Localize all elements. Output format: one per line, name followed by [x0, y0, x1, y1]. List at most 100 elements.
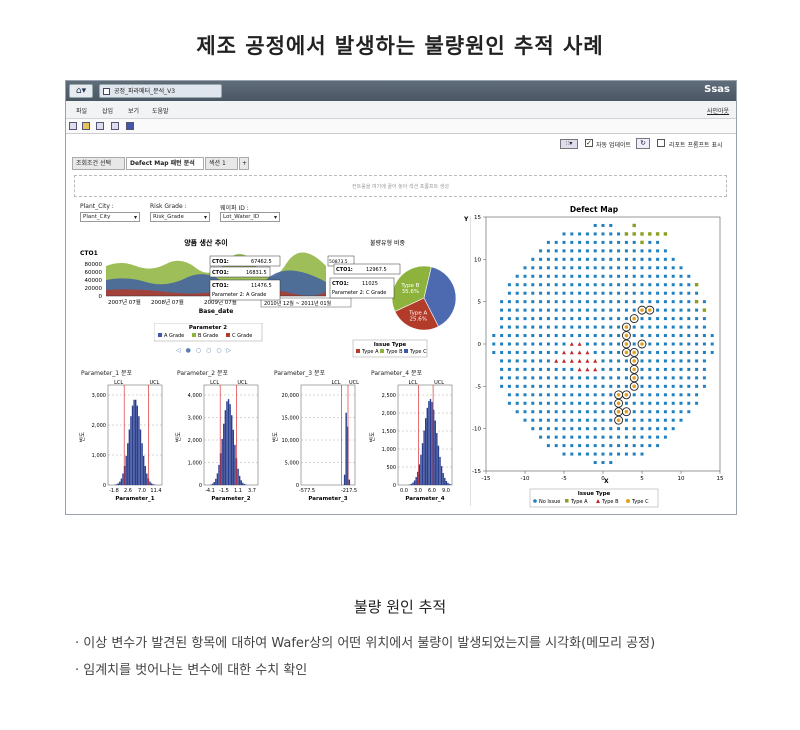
pie-slice[interactable]	[423, 266, 457, 327]
x-tick: 3.0	[414, 488, 422, 494]
properties-icon[interactable]	[126, 122, 134, 130]
wafer-point-no-issue	[624, 308, 628, 312]
wafer-point-no-issue	[679, 418, 683, 422]
wafer-point-no-issue	[656, 266, 660, 270]
plant-city-select[interactable]: Plant_City	[80, 212, 140, 222]
histogram-bar	[429, 399, 432, 485]
menu-file[interactable]: 파일	[76, 108, 88, 115]
wafer-point-no-issue	[546, 283, 550, 287]
wafer-point-no-issue	[617, 317, 621, 321]
wafer-point-no-issue	[578, 418, 582, 422]
wafer-point-no-issue	[663, 393, 667, 397]
layout-menu-icon[interactable]: ∷▾	[560, 139, 578, 149]
y-axis-label: 빈도	[271, 432, 279, 442]
y-tick: 10	[474, 257, 481, 263]
wafer-point-no-issue	[632, 308, 636, 312]
wafer-point-no-issue	[632, 334, 636, 338]
wafer-point-no-issue	[617, 283, 621, 287]
wafer-point-no-issue	[640, 410, 644, 414]
refresh-icon[interactable]: ↻	[636, 138, 650, 149]
menu-view[interactable]: 보기	[128, 108, 140, 115]
wafer-point-no-issue	[671, 291, 675, 295]
wafer-point-no-issue	[515, 359, 519, 363]
lcl-label: LCL	[408, 380, 417, 386]
document-tab[interactable]: 공정_파라메터_분석_V3	[99, 84, 222, 98]
wafer-point-no-issue	[656, 435, 660, 439]
wafer-point-type-b	[569, 342, 574, 346]
wafer-point-no-issue	[546, 376, 550, 380]
wafer-point-no-issue	[578, 317, 582, 321]
print-icon[interactable]	[111, 122, 119, 130]
home-button[interactable]: ⌂▾	[69, 84, 93, 98]
wafer-point-no-issue	[640, 300, 644, 304]
wafer-point-type-b	[577, 367, 582, 372]
wafer-point-no-issue	[624, 401, 628, 405]
histogram-bar	[445, 480, 448, 485]
pager-dots[interactable]: ◁●○○○▷	[176, 347, 237, 354]
wafer-point-no-issue	[695, 325, 699, 329]
tab-defect-map[interactable]: Defect Map 패턴 분석	[126, 157, 204, 170]
y-tick: 0	[199, 483, 202, 489]
wafer-point-no-issue	[585, 325, 589, 329]
wafer-point-no-issue	[554, 240, 558, 244]
report-prompt-checkbox[interactable]	[657, 139, 665, 147]
wafer-point-no-issue	[679, 317, 683, 321]
wafer-id-select[interactable]: Lot_Water_ID	[220, 212, 280, 222]
legend-item-type-b: Type B	[601, 499, 619, 505]
wafer-point-no-issue	[554, 444, 558, 448]
risk-grade-select[interactable]: Risk_Grade	[150, 212, 210, 222]
pie-slice[interactable]	[391, 265, 432, 312]
pie-slice-label: Type B	[400, 283, 419, 289]
wafer-point-no-issue	[609, 367, 613, 371]
x-tick: 0	[601, 476, 605, 482]
wafer-point-no-issue	[593, 249, 597, 253]
defect-map-legend: Issue Type No Issue Type A Type B Type C	[529, 488, 659, 508]
histogram-3: 20,000 15,000 10,000 5,000 0 빈도 LCL UCL -577.5 -2…	[271, 380, 359, 502]
wafer-point-no-issue	[601, 461, 605, 465]
wafer-point-no-issue	[578, 427, 582, 431]
wafer-point-no-issue	[570, 257, 574, 261]
menu-help[interactable]: 도움말	[152, 108, 169, 115]
wafer-point-no-issue	[640, 350, 644, 354]
histogram-bar	[234, 444, 236, 485]
pie-slice[interactable]	[394, 297, 439, 331]
wafer-point-no-issue	[531, 257, 535, 261]
wafer-point-no-issue	[539, 418, 543, 422]
histogram-bar	[223, 423, 225, 485]
sign-out-link[interactable]: 사인아웃	[707, 108, 730, 115]
histogram-bar	[229, 404, 231, 485]
wafer-point-no-issue	[578, 257, 582, 261]
histogram-1: 3,000 2,000 1,000 0 빈도 LCL UCL -1.8 2.6 7.0 11.4 Pa…	[78, 380, 163, 502]
tab-query-select[interactable]: 조회조건 선택	[72, 157, 125, 170]
wafer-point-no-issue	[617, 274, 621, 278]
wafer-point-no-issue	[663, 283, 667, 287]
wafer-point-no-issue	[578, 249, 582, 253]
open-icon[interactable]	[82, 122, 90, 130]
x-tick: 11.4	[150, 488, 161, 494]
wafer-point-no-issue	[539, 266, 543, 270]
wafer-point-type-c-core	[616, 401, 621, 406]
new-report-icon[interactable]	[69, 122, 77, 130]
add-tab-button[interactable]: +	[239, 157, 249, 170]
bullet-item: · 임계치를 벗어나는 변수에 대한 수치 확인	[75, 663, 308, 678]
auto-update-checkbox[interactable]: ✓	[585, 139, 593, 147]
x-tick: 0.0	[400, 488, 408, 494]
date-range-slider[interactable]	[260, 297, 352, 308]
wafer-point-no-issue	[570, 249, 574, 253]
histogram-bar	[122, 473, 124, 485]
wafer-point-no-issue	[585, 308, 589, 312]
wafer-point-no-issue	[531, 300, 535, 304]
wafer-point-no-issue	[593, 223, 597, 227]
histogram-bar	[432, 409, 435, 485]
menu-insert[interactable]: 삽입	[102, 108, 114, 115]
histogram-2: 4,000 3,000 2,000 1,000 0 빈도 LCL UCL -4.1 -1.5 1.1…	[174, 380, 259, 502]
prompt-drop-zone[interactable]: 컨트롤을 여기에 끌어 놓아 섹션 프롬프트 생성	[74, 175, 727, 197]
wafer-point-no-issue	[554, 350, 558, 354]
wafer-point-no-issue	[601, 393, 605, 397]
wafer-point-no-issue	[624, 266, 628, 270]
wafer-point-no-issue	[554, 249, 558, 253]
save-icon[interactable]	[96, 122, 104, 130]
histogram-bar	[213, 481, 215, 485]
histogram-bar	[343, 474, 346, 485]
tab-section-1[interactable]: 섹션 1	[205, 157, 238, 170]
